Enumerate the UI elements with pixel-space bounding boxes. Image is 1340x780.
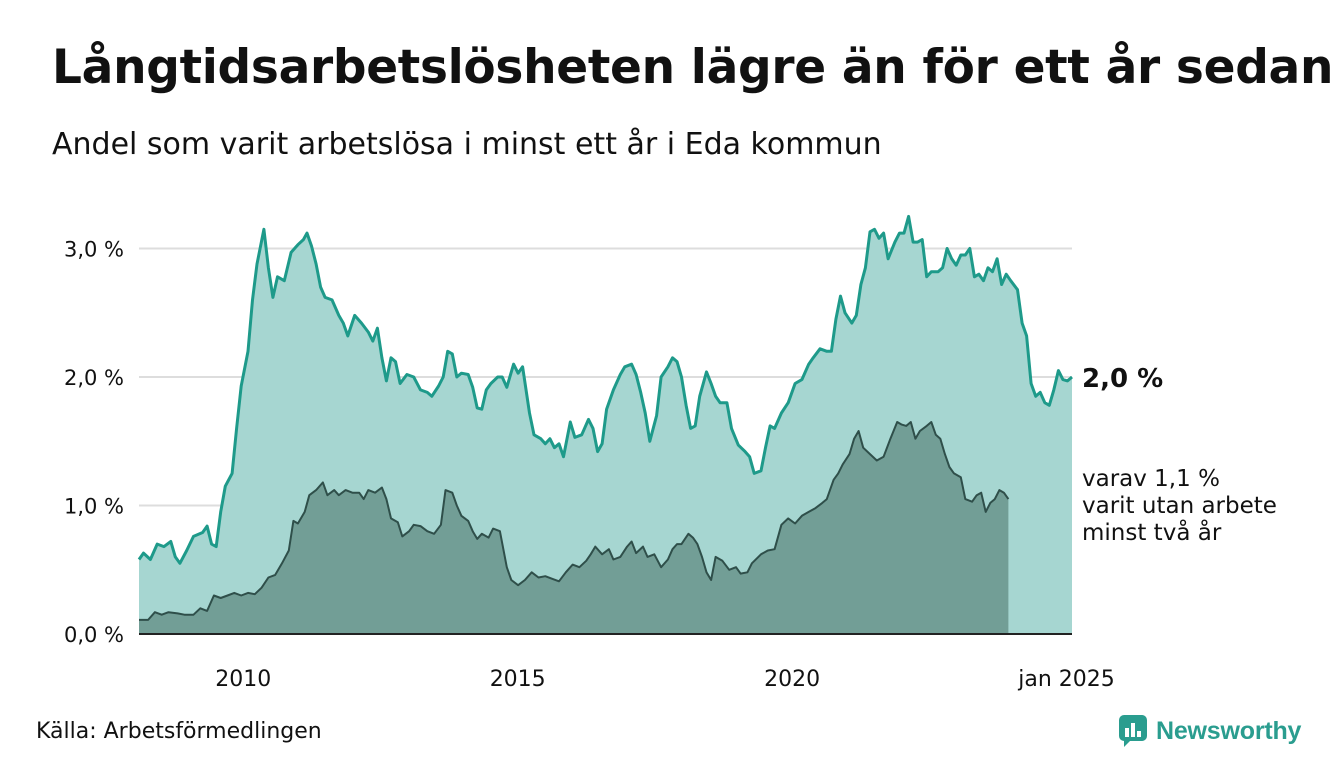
series-line: [139, 421, 1010, 621]
label-line: varav 1,1 %: [1082, 466, 1220, 492]
y-tick-label: 1,0 %: [64, 495, 124, 519]
brand-logo[interactable]: Newsworthy: [1118, 714, 1301, 748]
series-line: [137, 214, 1073, 565]
brand-name: Newsworthy: [1156, 716, 1302, 745]
x-tick-label: jan 2025: [1017, 667, 1115, 692]
y-tick-label: 0,0 %: [64, 623, 124, 647]
long-term-end-label: varav 1,1 % varit utan arbete minst två år: [1082, 466, 1277, 546]
chart-title: Långtidsarbetslösheten lägre än för ett …: [52, 40, 1334, 95]
source-note: Källa: Arbetsförmedlingen: [36, 719, 322, 744]
axes: 0,0 % 1,0 % 2,0 % 3,0 % 2010 2015 2020 jan 2025: [64, 238, 1115, 692]
y-tick-label: 3,0 %: [64, 238, 124, 262]
chart-subtitle: Andel som varit arbetslösa i minst ett å…: [52, 127, 882, 162]
chart-areas: [137, 214, 1073, 634]
x-tick-label: 2010: [215, 667, 271, 692]
label-line: minst två år: [1082, 518, 1222, 546]
bar-chart-logo-icon: [1119, 715, 1147, 747]
area-chart: 0,0 % 1,0 % 2,0 % 3,0 % 2010 2015 2020 jan 2025…: [64, 214, 1277, 692]
label-line: varit utan arbete: [1082, 493, 1277, 519]
total-end-label: 2,0 %: [1082, 364, 1163, 394]
y-tick-label: 2,0 %: [64, 366, 124, 390]
x-tick-label: 2015: [490, 667, 546, 692]
series-labels: 2,0 % varav 1,1 % varit utan arbete minst t…: [1082, 364, 1277, 546]
x-tick-label: 2020: [764, 667, 820, 692]
series-area: [139, 422, 1009, 634]
